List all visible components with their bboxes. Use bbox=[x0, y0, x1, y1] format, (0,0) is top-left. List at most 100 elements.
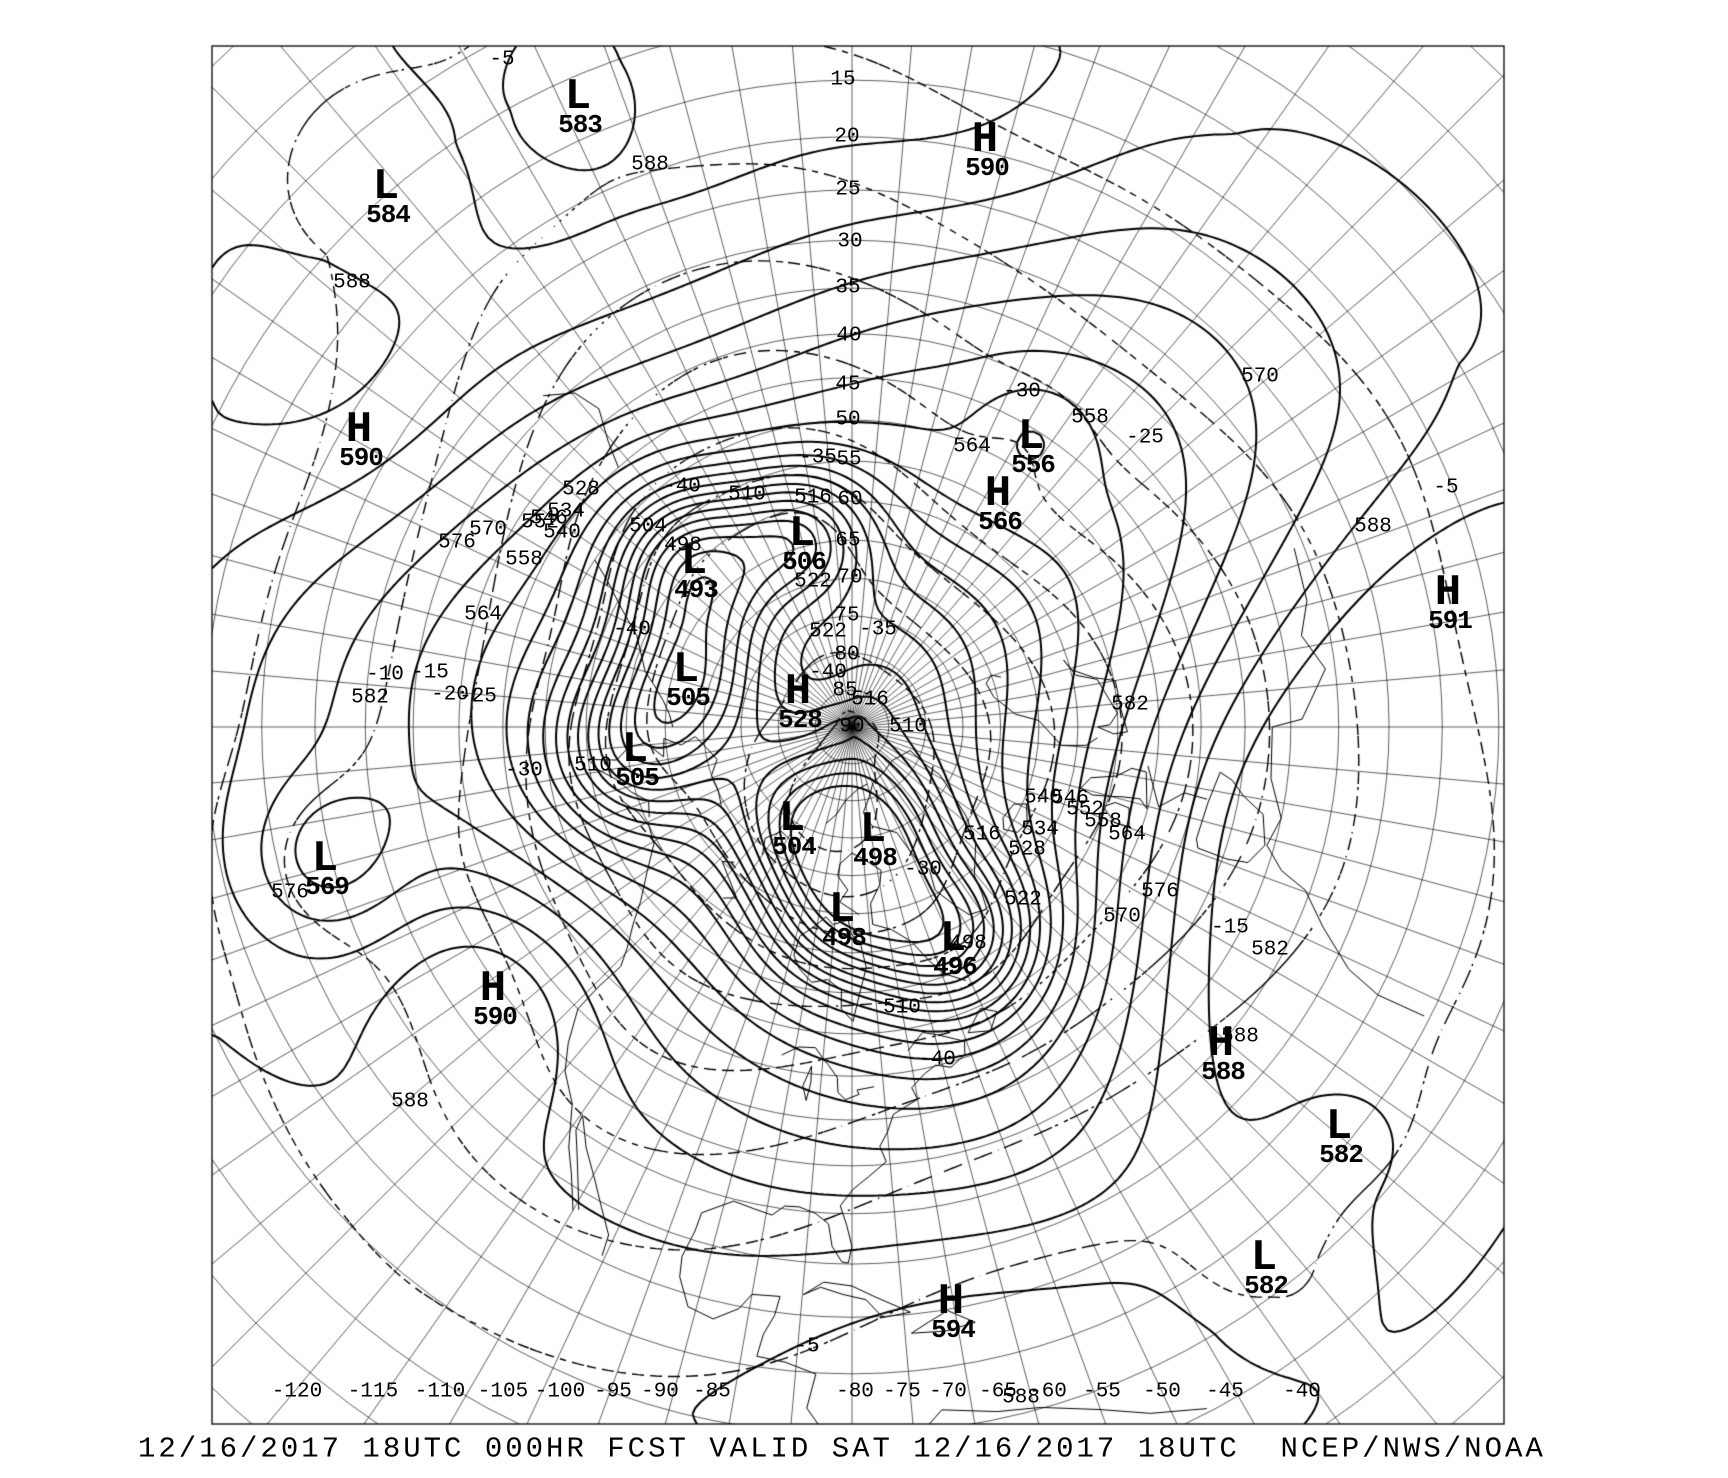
height-contour-label: 546 bbox=[530, 507, 568, 531]
latitude-label: 55 bbox=[836, 448, 862, 472]
pressure-center-letter: H bbox=[937, 1277, 965, 1327]
temp-contour-label: -25 bbox=[459, 685, 497, 709]
height-contour-label: 582 bbox=[1251, 938, 1289, 962]
pressure-center-letter: H bbox=[345, 405, 373, 455]
latitude-label: 50 bbox=[835, 408, 861, 432]
temp-contour-label: -30 bbox=[904, 858, 942, 882]
height-contour-label: 516 bbox=[794, 486, 832, 510]
height-contour-label: 588 bbox=[1354, 515, 1392, 539]
height-contour-label: 564 bbox=[953, 435, 991, 459]
pressure-center-letter: L bbox=[1325, 1102, 1353, 1152]
pressure-center-letter: L bbox=[621, 725, 649, 775]
height-contour-label: 552 bbox=[1066, 798, 1104, 822]
height-contour-label: 564 bbox=[464, 603, 502, 627]
longitude-label: -120 bbox=[271, 1380, 323, 1404]
latitude-label: 65 bbox=[835, 529, 861, 553]
temp-contour-label: -25 bbox=[1126, 426, 1164, 450]
temp-contour-label: -30 bbox=[1003, 380, 1041, 404]
height-contour-label: 576 bbox=[271, 881, 309, 905]
temp-contour-label: -5 bbox=[489, 48, 515, 72]
height-contour-label: 558 bbox=[1071, 406, 1109, 430]
longitude-label: -45 bbox=[1206, 1380, 1244, 1404]
pressure-center-letter: H bbox=[971, 115, 999, 165]
temp-contour-label: -35 bbox=[859, 618, 897, 642]
latitude-label: 85 bbox=[832, 679, 858, 703]
height-contour-label: 576 bbox=[1141, 880, 1179, 904]
temp-contour-label: -40 bbox=[918, 1048, 956, 1072]
page-footer: 12/16/2017 18UTC 000HR FCST VALID SAT 12… bbox=[138, 1432, 1546, 1466]
pressure-center-value: 583 bbox=[558, 110, 603, 140]
height-contour-label: 582 bbox=[1111, 693, 1149, 717]
temp-contour-label: -5 bbox=[794, 1335, 820, 1359]
latitude-label: 15 bbox=[830, 68, 856, 92]
longitude-label: -105 bbox=[477, 1380, 529, 1404]
height-contour-label: 558 bbox=[1084, 810, 1122, 834]
height-contour-label: 498 bbox=[949, 932, 987, 956]
height-contour-label: 534 bbox=[547, 500, 585, 524]
height-contour-label: 558 bbox=[505, 548, 543, 572]
pressure-center-value: 591 bbox=[1428, 606, 1473, 636]
temp-contour-label: -15 bbox=[1211, 916, 1249, 940]
longitude-label: -65 bbox=[979, 1380, 1017, 1404]
height-contour-label: 522 bbox=[809, 620, 847, 644]
temp-contour-label: -5 bbox=[1433, 476, 1459, 500]
pressure-center-value: 493 bbox=[674, 575, 719, 605]
height-contour-label: 516 bbox=[851, 688, 889, 712]
latitude-label: 20 bbox=[834, 125, 860, 149]
pressure-center-value: 504 bbox=[772, 832, 817, 862]
latitude-label: 45 bbox=[835, 373, 861, 397]
longitude-label: -60 bbox=[1029, 1380, 1067, 1404]
height-contour-label: 588 bbox=[391, 1090, 429, 1114]
pressure-center-letter: H bbox=[1207, 1019, 1235, 1069]
height-contour-label: 522 bbox=[1004, 888, 1042, 912]
latitude-label: 80 bbox=[834, 643, 860, 667]
temp-contour-label: -40 bbox=[663, 475, 701, 499]
latitude-label: 25 bbox=[835, 178, 861, 202]
longitude-label: -75 bbox=[883, 1380, 921, 1404]
temp-contour-label: -40 bbox=[809, 661, 847, 685]
height-contour-label: 570 bbox=[1103, 905, 1141, 929]
height-contour-label: 498 bbox=[664, 534, 702, 558]
height-contour-label: 588 bbox=[1002, 1386, 1040, 1410]
height-contour-label: 576 bbox=[438, 531, 476, 555]
pressure-center-value: 496 bbox=[933, 952, 978, 982]
pressure-center-letter: H bbox=[479, 964, 507, 1014]
height-contour-label: 510 bbox=[574, 754, 612, 778]
height-contour-label: 552 bbox=[521, 511, 559, 535]
longitude-label: -90 bbox=[641, 1380, 679, 1404]
pressure-center-value: 588 bbox=[1201, 1057, 1246, 1087]
height-contour-label: 546 bbox=[1051, 787, 1089, 811]
height-contour-label: 582 bbox=[351, 686, 389, 710]
height-contour-label: 510 bbox=[883, 996, 921, 1020]
pressure-center-letter: L bbox=[859, 805, 887, 855]
temp-contour-label: -10 bbox=[366, 663, 404, 687]
height-contour-label: 516 bbox=[963, 823, 1001, 847]
pressure-center-value: 582 bbox=[1244, 1271, 1289, 1301]
height-contour-label: 570 bbox=[1241, 365, 1279, 389]
longitude-label: -50 bbox=[1143, 1380, 1181, 1404]
longitude-label: -115 bbox=[347, 1380, 399, 1404]
pressure-center-letter: L bbox=[672, 645, 700, 695]
longitude-label: -40 bbox=[1283, 1380, 1321, 1404]
longitude-label: -110 bbox=[414, 1380, 466, 1404]
pressure-center-letter: L bbox=[311, 834, 339, 884]
latitude-label: 30 bbox=[837, 230, 863, 254]
pressure-center-value: 566 bbox=[978, 507, 1023, 537]
temp-contour-label: -40 bbox=[613, 618, 651, 642]
height-contour-label: 528 bbox=[1008, 838, 1046, 862]
pressure-center-value: 506 bbox=[782, 547, 827, 577]
pressure-center-value: 569 bbox=[305, 872, 350, 902]
pressure-center-value: 584 bbox=[366, 200, 411, 230]
longitude-label: -70 bbox=[929, 1380, 967, 1404]
height-contour-label: 534 bbox=[1021, 818, 1059, 842]
latitude-label: 35 bbox=[835, 276, 861, 300]
pressure-center-letter: L bbox=[828, 885, 856, 935]
longitude-label: -85 bbox=[693, 1380, 731, 1404]
pressure-center-value: 498 bbox=[853, 843, 898, 873]
latitude-label: 60 bbox=[837, 488, 863, 512]
height-contour-label: 588 bbox=[631, 153, 669, 177]
pressure-center-value: 556 bbox=[1011, 450, 1056, 480]
pressure-center-letter: H bbox=[1434, 568, 1462, 618]
